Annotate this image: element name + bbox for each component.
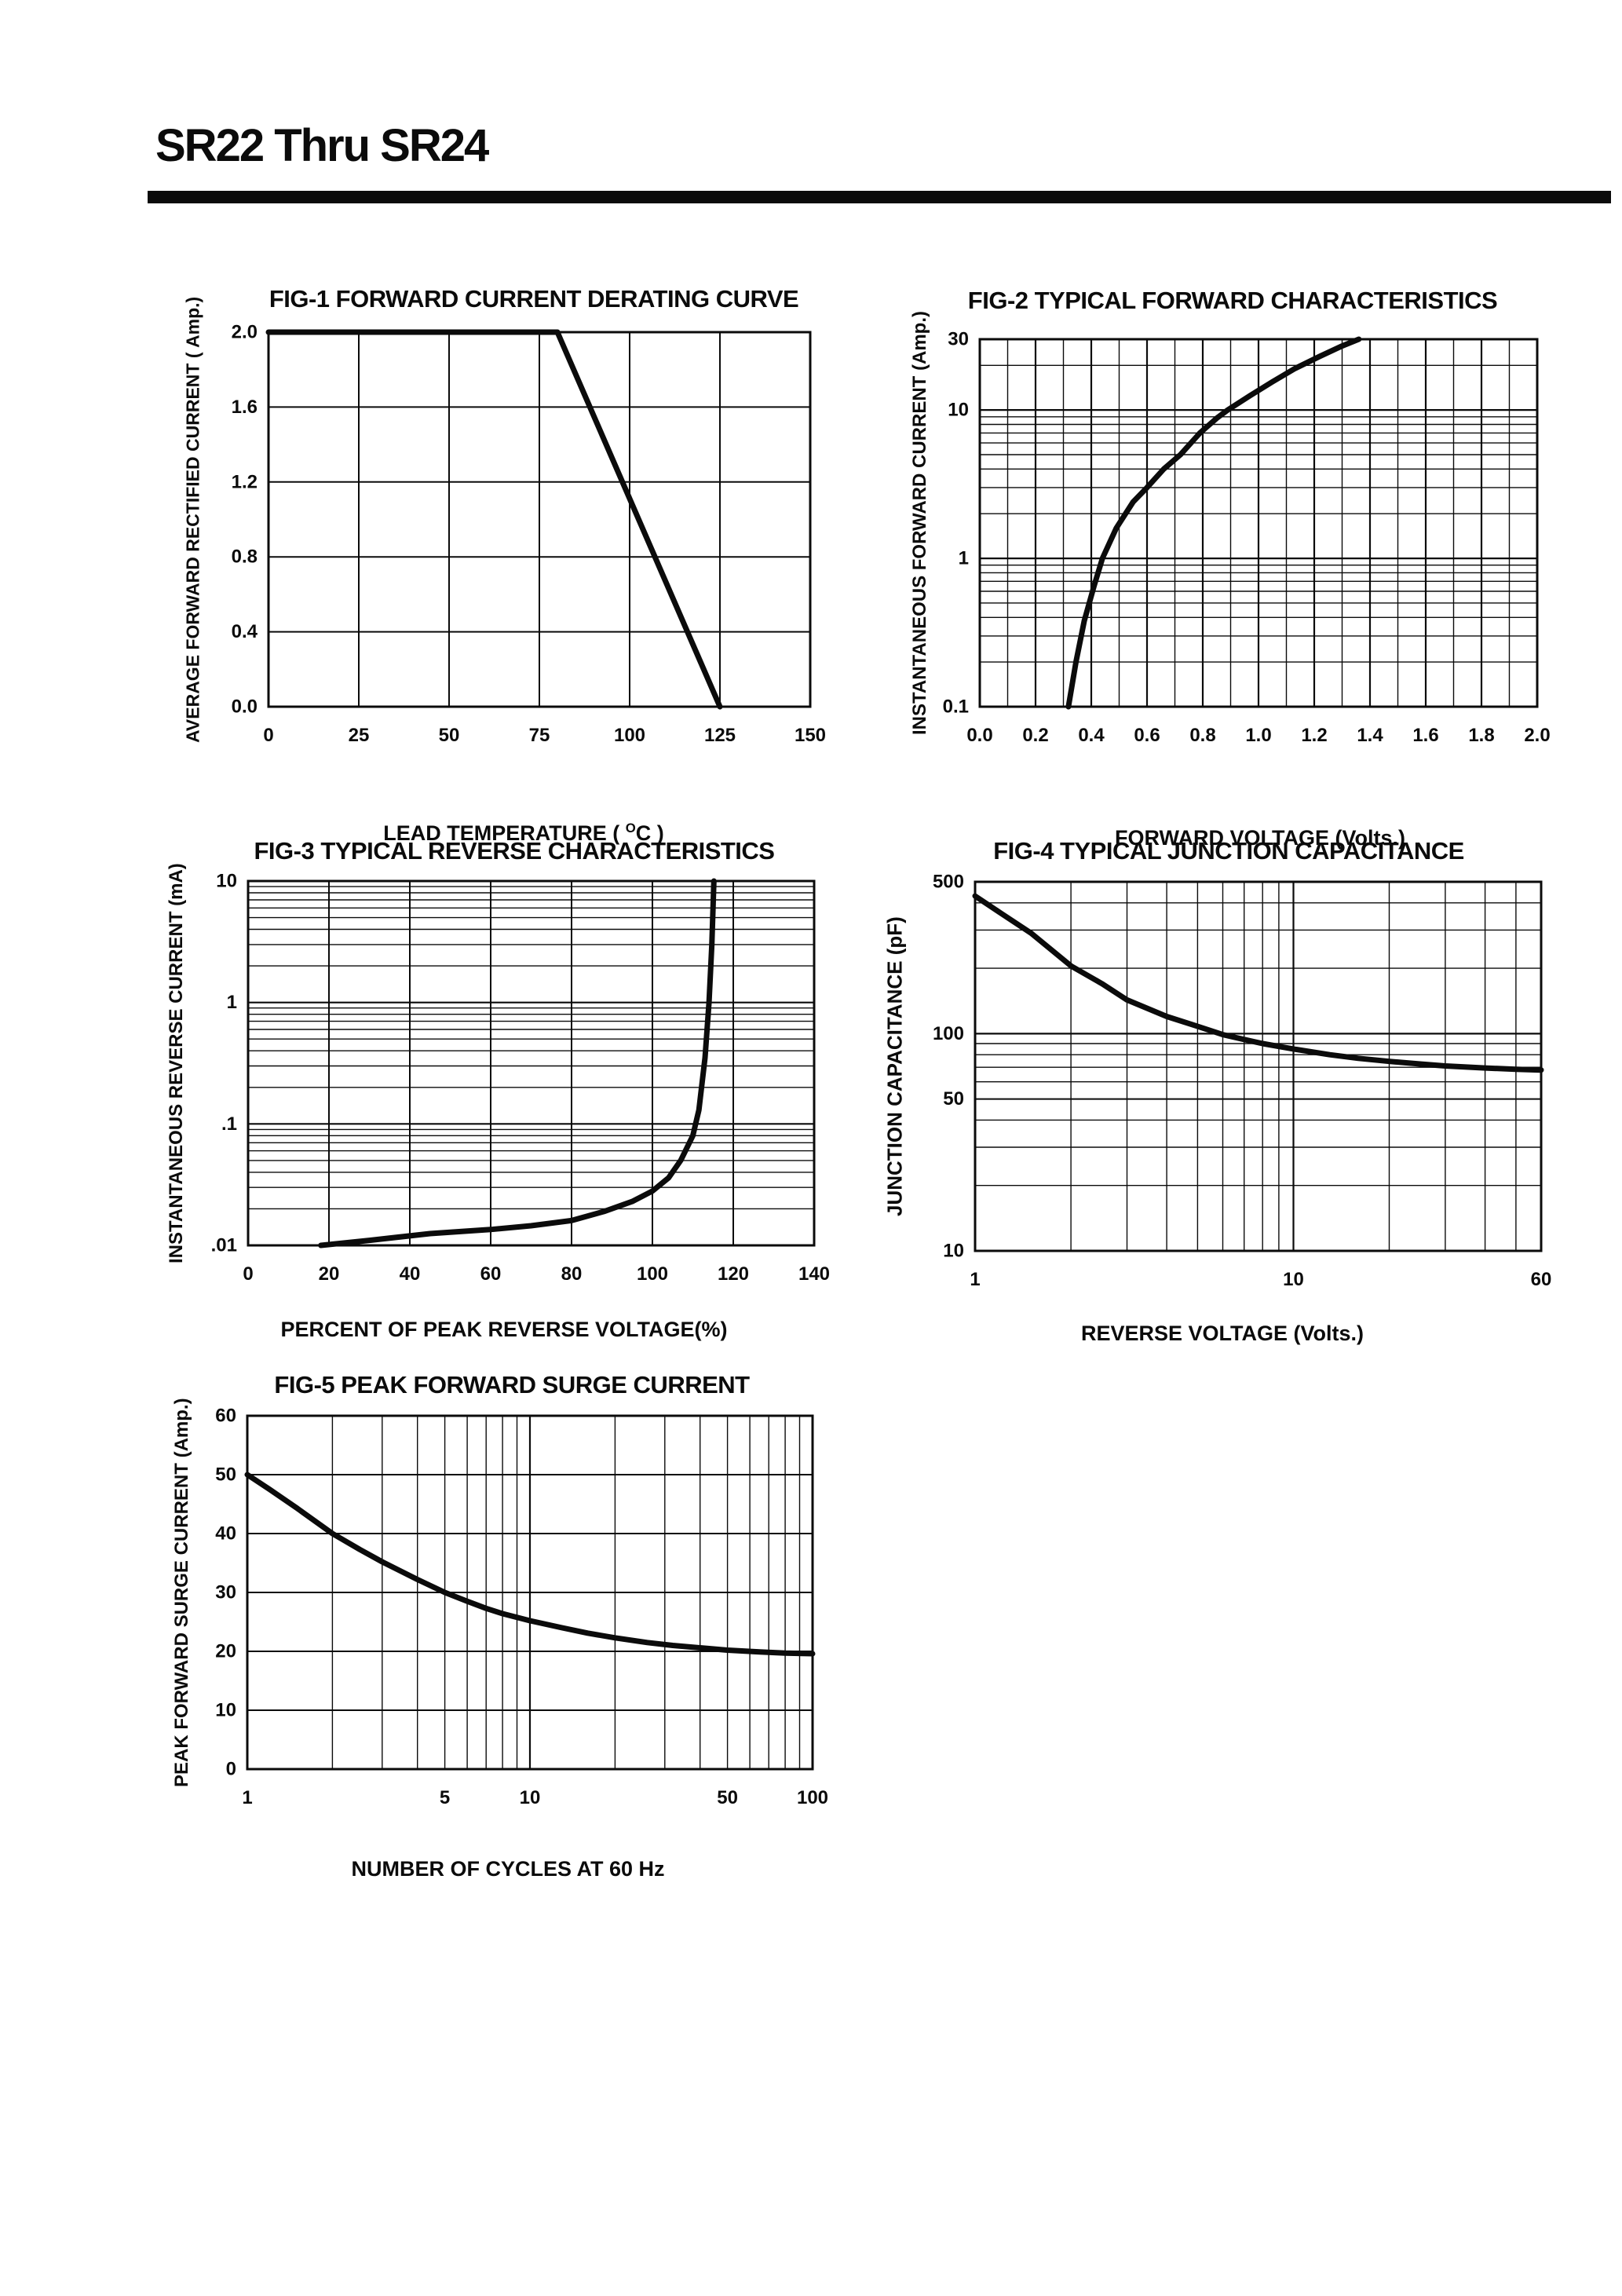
x-tick-label: 60 (480, 1263, 502, 1285)
x-tick-label: 1 (970, 1269, 980, 1290)
x-tick-label: 100 (797, 1787, 828, 1808)
y-tick-label: 50 (215, 1464, 236, 1486)
plot-border (246, 1414, 814, 1771)
y-tick-label: 10 (943, 1241, 964, 1262)
plot-border (247, 879, 816, 1247)
y-tick-label: 2.0 (232, 322, 258, 343)
y-tick-label: 40 (215, 1523, 236, 1545)
x-tick-label: 1.6 (1412, 725, 1438, 746)
x-tick-label: 1.0 (1245, 725, 1271, 746)
fig4-x-axis-title: REVERSE VOLTAGE (Volts.) (1080, 1322, 1364, 1345)
fig5-x-axis-title: NUMBER OF CYCLES AT 60 Hz (351, 1857, 665, 1881)
fig1-chart-title: FIG-1 FORWARD CURRENT DERATING CURVE (269, 285, 799, 313)
degree-symbol: O (625, 821, 636, 835)
fig2-chart-title: FIG-2 TYPICAL FORWARD CHARACTERISTICS (967, 287, 1498, 314)
fig2-plot: 0.0 0.2 0.4 0.6 0.8 1.0 1.2 1.4 1.6 1.8 2.0 30 10 1 0.… (943, 329, 1551, 747)
x-tick-label: 0.0 (966, 725, 992, 746)
fig5-chart-title: FIG-5 PEAK FORWARD SURGE CURRENT (274, 1371, 750, 1398)
x-tick-label: 10 (1283, 1269, 1304, 1290)
y-tick-label: 1.6 (232, 397, 258, 418)
y-tick-label: 10 (948, 400, 969, 421)
x-tick-label: 0.6 (1134, 725, 1160, 746)
x-tick-label: 0.8 (1189, 725, 1215, 746)
y-tick-label: 10 (216, 871, 237, 892)
x-tick-label: 0 (243, 1263, 253, 1285)
x-tick-label: 125 (704, 725, 736, 746)
fig3-chart-title: FIG-3 TYPICAL REVERSE CHARACTERISTICS (254, 837, 775, 865)
y-tick-label: .1 (221, 1113, 237, 1135)
x-tick-label: 100 (637, 1263, 668, 1285)
surge-current-curve (244, 1472, 816, 1657)
plot-border (974, 880, 1543, 1252)
y-tick-label: 30 (215, 1582, 236, 1603)
page-title: SR22 Thru SR24 (155, 120, 489, 171)
x-tick-label: 50 (717, 1787, 738, 1808)
x-tick-label: 40 (400, 1263, 421, 1285)
x-tick-label: 100 (614, 725, 645, 746)
x-tick-label: 140 (798, 1263, 830, 1285)
fig3-x-axis-title: PERCENT OF PEAK REVERSE VOLTAGE(%) (280, 1318, 728, 1341)
fig1-x-axis-title: LEAD TEMPERATURE ( OC ) (269, 821, 779, 846)
derating-curve-curve (265, 329, 723, 710)
y-tick-label: 500 (933, 872, 964, 893)
x-tick-label: 0 (263, 725, 273, 746)
y-tick-label: 0.0 (232, 696, 258, 718)
x-tick-label: 20 (319, 1263, 340, 1285)
plot-border (978, 338, 1539, 708)
forward-characteristic-curve (1065, 336, 1362, 710)
x-tick-label: 1.4 (1357, 725, 1383, 746)
header-divider (148, 191, 1611, 203)
fig4-chart-title: FIG-4 TYPICAL JUNCTION CAPACITANCE (993, 837, 1464, 865)
y-tick-label: 0.8 (232, 547, 258, 568)
y-tick-label: 1.2 (232, 471, 258, 492)
x-tick-label: 0.4 (1078, 725, 1105, 746)
x-tick-label: 10 (520, 1787, 541, 1808)
y-tick-label: 0 (226, 1759, 236, 1780)
x-tick-label: 60 (1531, 1269, 1552, 1290)
x-tick-label: 1 (242, 1787, 252, 1808)
y-tick-label: 60 (215, 1406, 236, 1427)
y-tick-label: 0.1 (943, 696, 969, 718)
y-tick-label: 0.4 (232, 621, 258, 642)
fig4-plot: 1 10 60 500 100 50 10 (933, 872, 1552, 1291)
x-tick-label: 25 (349, 725, 370, 746)
y-tick-label: 50 (943, 1088, 964, 1110)
y-tick-label: 30 (948, 329, 969, 350)
fig1-plot: 0 25 50 75 100 125 150 2.0 1.6 1.2 0.8 0.4 0.0 (232, 322, 826, 747)
fig1-x-axis-title-suffix: C ) (635, 821, 664, 845)
y-tick-label: 1 (959, 548, 969, 569)
y-tick-label: 20 (215, 1641, 236, 1662)
y-tick-label: 100 (933, 1023, 964, 1044)
x-tick-label: 1.2 (1301, 725, 1327, 746)
y-tick-label: .01 (211, 1235, 237, 1256)
x-tick-label: 50 (439, 725, 460, 746)
x-tick-label: 0.2 (1022, 725, 1048, 746)
y-tick-label: 10 (215, 1700, 236, 1721)
fig2-x-axis-title: FORWARD VOLTAGE (Volts.) (1115, 826, 1405, 850)
x-tick-label: 1.8 (1468, 725, 1494, 746)
fig3-plot: 0 20 40 60 80 100 120 140 10 1 .1 .01 (211, 871, 830, 1285)
x-tick-label: 5 (440, 1787, 450, 1808)
y-tick-label: 1 (227, 992, 237, 1013)
junction-capacitance-curve (972, 893, 1544, 1073)
x-tick-label: 2.0 (1524, 725, 1550, 746)
x-tick-label: 150 (795, 725, 826, 746)
x-tick-label: 80 (561, 1263, 583, 1285)
fig1-x-axis-title-text: LEAD TEMPERATURE ( (383, 821, 626, 845)
reverse-characteristic-curve (318, 878, 717, 1249)
x-tick-label: 120 (718, 1263, 749, 1285)
x-tick-label: 75 (529, 725, 550, 746)
